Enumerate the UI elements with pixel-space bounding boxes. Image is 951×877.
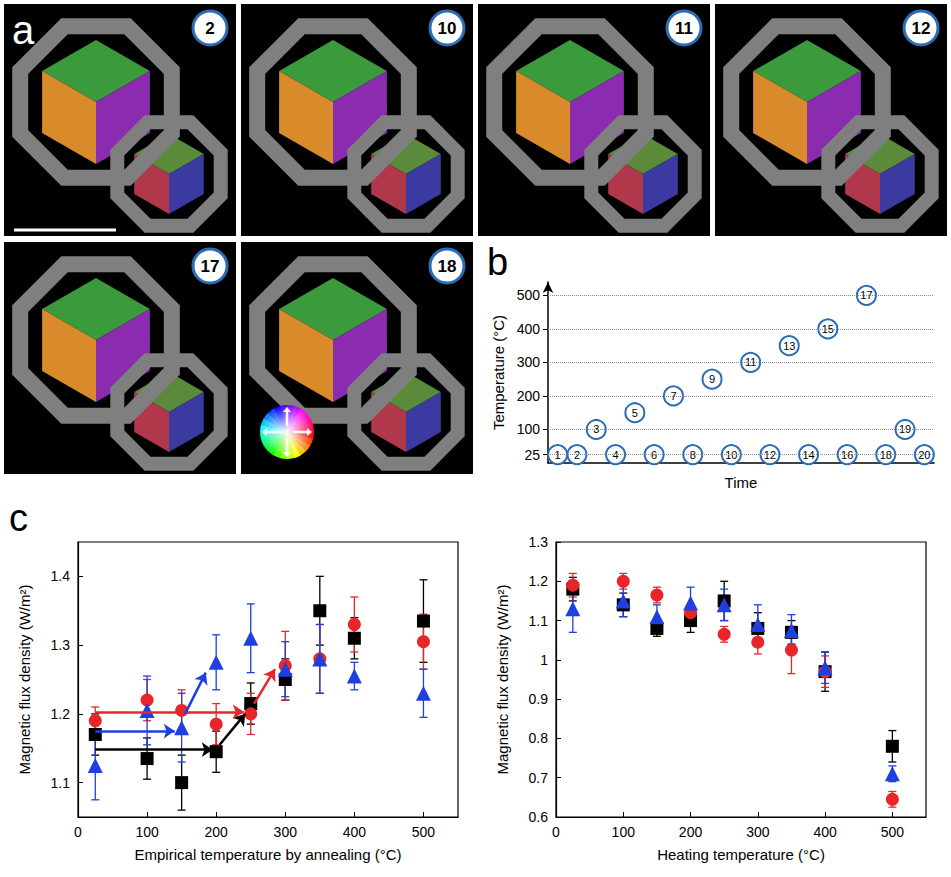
- svg-text:500: 500: [517, 287, 541, 303]
- svg-text:a: a: [12, 8, 35, 52]
- svg-text:Empirical temperature by annea: Empirical temperature by annealing (°C): [135, 846, 402, 863]
- svg-text:10: 10: [725, 449, 737, 461]
- svg-text:0.6: 0.6: [529, 809, 549, 825]
- svg-text:3: 3: [593, 423, 600, 436]
- svg-text:100: 100: [135, 824, 159, 840]
- svg-text:300: 300: [746, 824, 770, 840]
- svg-text:1.4: 1.4: [51, 568, 71, 584]
- svg-text:18: 18: [879, 448, 892, 461]
- svg-text:20: 20: [918, 448, 931, 461]
- svg-text:Time: Time: [725, 474, 758, 491]
- svg-text:0.9: 0.9: [529, 691, 549, 707]
- svg-text:6: 6: [651, 448, 658, 461]
- svg-text:Magnetic flux density (W/m²): Magnetic flux density (W/m²): [16, 584, 33, 774]
- svg-text:400: 400: [517, 321, 541, 337]
- svg-text:4: 4: [612, 449, 618, 461]
- svg-text:200: 200: [679, 824, 703, 840]
- svg-text:0: 0: [552, 824, 560, 840]
- svg-text:1.1: 1.1: [51, 775, 71, 791]
- svg-text:9: 9: [709, 373, 715, 385]
- svg-text:5: 5: [632, 407, 638, 419]
- svg-text:400: 400: [813, 824, 837, 840]
- svg-text:1.3: 1.3: [51, 637, 71, 653]
- svg-text:1.1: 1.1: [529, 613, 549, 629]
- svg-text:1.2: 1.2: [51, 706, 71, 722]
- svg-text:1.2: 1.2: [529, 573, 549, 589]
- svg-text:13: 13: [783, 340, 795, 352]
- svg-text:Temperature (°C): Temperature (°C): [490, 315, 507, 430]
- svg-text:19: 19: [898, 423, 912, 436]
- svg-text:2: 2: [205, 19, 214, 38]
- svg-text:300: 300: [517, 354, 541, 370]
- svg-text:500: 500: [412, 824, 436, 840]
- svg-text:0: 0: [74, 824, 82, 840]
- svg-text:25: 25: [524, 447, 540, 463]
- svg-text:8: 8: [689, 448, 696, 461]
- svg-text:Heating temperature (°C): Heating temperature (°C): [657, 846, 825, 863]
- svg-text:18: 18: [438, 257, 457, 276]
- svg-text:100: 100: [612, 824, 636, 840]
- svg-text:200: 200: [517, 388, 541, 404]
- svg-text:1: 1: [555, 449, 561, 461]
- svg-text:0.8: 0.8: [529, 730, 549, 746]
- svg-text:500: 500: [881, 824, 905, 840]
- svg-text:11: 11: [675, 19, 693, 38]
- svg-text:200: 200: [205, 824, 229, 840]
- svg-text:15: 15: [822, 323, 834, 335]
- svg-text:2: 2: [573, 448, 580, 461]
- svg-text:300: 300: [274, 824, 298, 840]
- svg-text:12: 12: [912, 19, 931, 38]
- svg-text:17: 17: [201, 257, 220, 276]
- svg-text:100: 100: [517, 421, 541, 437]
- svg-text:1.3: 1.3: [529, 534, 549, 550]
- svg-text:11: 11: [744, 356, 757, 369]
- svg-text:17: 17: [860, 289, 873, 302]
- svg-text:10: 10: [438, 19, 457, 38]
- svg-text:b: b: [487, 241, 508, 283]
- svg-text:7: 7: [670, 390, 676, 402]
- svg-text:400: 400: [343, 824, 367, 840]
- svg-text:1: 1: [540, 652, 548, 668]
- svg-text:Magnetic flux density (W/m²): Magnetic flux density (W/m²): [494, 584, 511, 774]
- svg-text:0.7: 0.7: [529, 770, 549, 786]
- svg-text:14: 14: [802, 448, 815, 461]
- svg-text:16: 16: [841, 448, 854, 461]
- svg-text:12: 12: [763, 448, 777, 461]
- svg-text:c: c: [9, 498, 28, 539]
